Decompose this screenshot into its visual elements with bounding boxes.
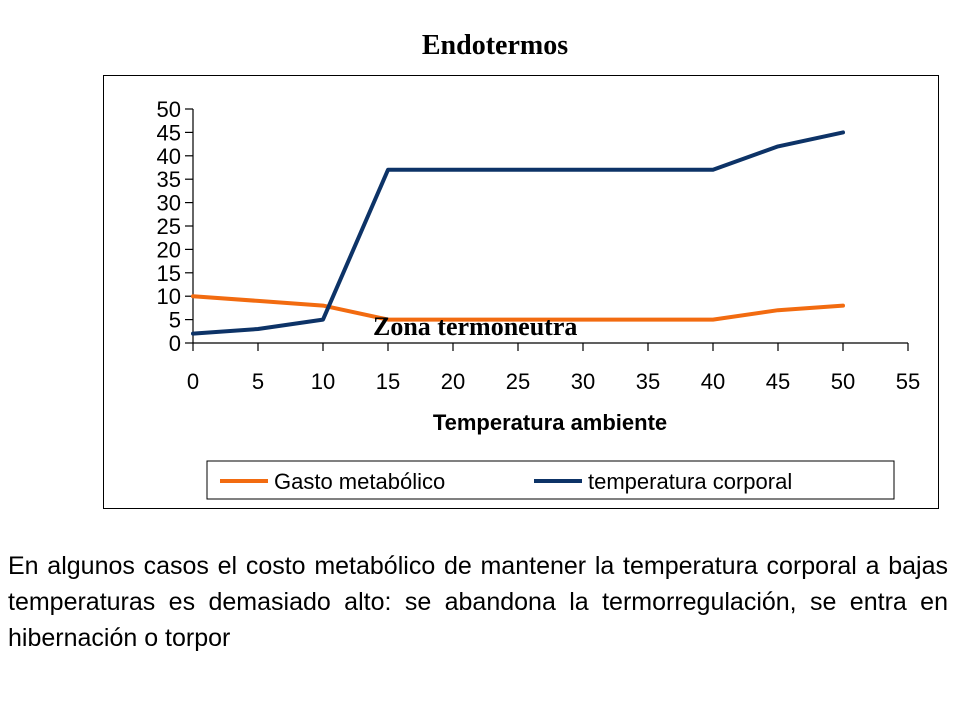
x-tick-label: 25 [506, 369, 530, 394]
slide-title: Endotermos [421, 30, 569, 61]
y-tick-label: 50 [157, 97, 181, 122]
x-tick-label: 35 [636, 369, 660, 394]
x-tick-label: 15 [376, 369, 400, 394]
series-lines [191, 130, 845, 336]
x-axis-title: Temperatura ambiente [433, 410, 667, 435]
y-tick-label: 0 [169, 331, 181, 356]
x-tick-label: 50 [831, 369, 855, 394]
series-line-2 [191, 130, 845, 336]
body-paragraph: En algunos casos el costo metabólico de … [8, 552, 948, 652]
x-tick-label: 55 [896, 369, 920, 394]
y-tick-label: 35 [157, 167, 181, 192]
y-tick-label: 5 [169, 308, 181, 333]
y-tick-label: 30 [157, 191, 181, 216]
y-tick-label: 20 [157, 237, 181, 262]
x-tick-label: 30 [571, 369, 595, 394]
x-tick-label: 45 [766, 369, 790, 394]
legend: Gasto metabólico temperatura corporal [206, 460, 895, 500]
x-tick-label: 0 [187, 369, 199, 394]
x-tick-label: 10 [311, 369, 335, 394]
series-line-1 [191, 294, 845, 322]
y-tick-label: 45 [157, 120, 181, 145]
y-tick-label: 10 [157, 284, 181, 309]
y-tick-label: 15 [157, 261, 181, 286]
legend-label-1: Gasto metabólico [274, 469, 445, 494]
x-tick-label: 5 [252, 369, 264, 394]
chart-frame [103, 75, 939, 509]
zona-termoneutra-annotation: Zona termoneutra [373, 312, 577, 341]
x-axis: 0 5 10 15 20 25 30 35 40 45 50 55 [187, 342, 920, 394]
y-tick-label: 25 [157, 214, 181, 239]
legend-label-2: temperatura corporal [588, 469, 792, 494]
x-tick-label: 40 [701, 369, 725, 394]
y-tick-label: 40 [157, 144, 181, 169]
x-tick-label: 20 [441, 369, 465, 394]
